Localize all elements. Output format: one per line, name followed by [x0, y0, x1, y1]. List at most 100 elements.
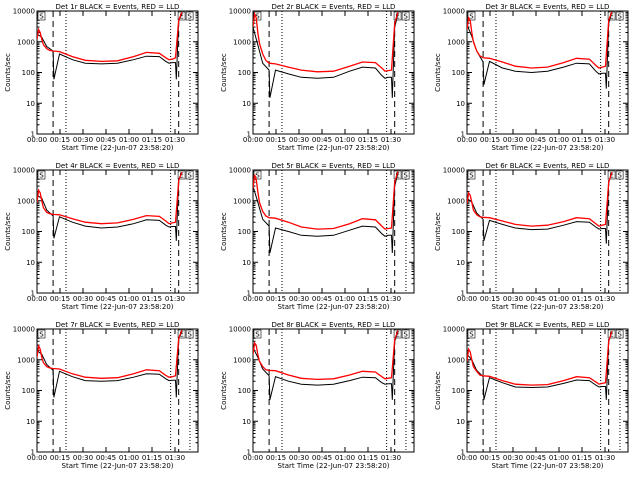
x-tick-label: 00:45 [96, 295, 116, 303]
marker-label: S [255, 13, 260, 21]
plot-frame [466, 10, 629, 135]
y-tick-label: 10000 [443, 8, 465, 16]
y-tick-label: 1000 [447, 38, 465, 46]
marker-box [467, 11, 476, 21]
marker-box [177, 170, 186, 180]
marker-box [615, 170, 624, 180]
x-tick-label: 01:00 [119, 454, 139, 462]
chart-panel: Det 1r BLACK = Events, RED = LLD 1 10 100 10… [4, 3, 199, 152]
y-tick-label: 10 [242, 100, 251, 108]
y-tick-label: 10 [242, 418, 251, 426]
marker-label: E [609, 331, 613, 339]
x-tick-label: 00:15 [480, 454, 500, 462]
chart-title: Det 9r BLACK = Events, RED = LLD [486, 321, 610, 329]
y-tick-label: 10000 [13, 326, 35, 334]
x-tick-label: 01:15 [572, 136, 592, 144]
marker-box [185, 11, 194, 21]
marker-box [615, 11, 624, 21]
y-axis-label: Counts/sec [220, 371, 228, 410]
marker-box [37, 11, 46, 21]
chart-title: Det 8r BLACK = Events, RED = LLD [272, 321, 396, 329]
y-tick-label: 10 [242, 259, 251, 267]
marker-label: S [187, 331, 192, 339]
series-events-line [467, 172, 613, 244]
y-tick-label: 100 [452, 69, 465, 77]
marker-label: S [255, 172, 260, 180]
x-tick-label: 00:00 [457, 136, 477, 144]
series-lld-line [253, 11, 399, 73]
x-axis-label: Start Time (22-Jun-07 23:58:20) [492, 303, 604, 311]
y-tick-label: 100 [452, 228, 465, 236]
chart-panel: Det 2r BLACK = Events, RED = LLD 1 10 100 10… [220, 3, 415, 152]
x-tick-label: 00:45 [96, 454, 116, 462]
x-tick-label: 01:00 [549, 136, 569, 144]
x-tick-label: 01:30 [381, 136, 401, 144]
series-lld-line [253, 330, 399, 381]
marker-box [253, 329, 262, 339]
marker-label: E [179, 331, 183, 339]
marker-label: E [609, 13, 613, 21]
y-axis-label: Counts/sec [220, 53, 228, 92]
chart-title: Det 2r BLACK = Events, RED = LLD [272, 3, 396, 11]
x-tick-label: 00:00 [27, 454, 47, 462]
y-tick-label: 1 [461, 449, 465, 457]
x-tick-label: 00:45 [312, 136, 332, 144]
y-tick-label: 100 [238, 69, 251, 77]
plot-frame [466, 328, 629, 453]
x-tick-label: 01:30 [165, 136, 185, 144]
x-tick-label: 00:30 [503, 136, 523, 144]
chart-panel: Det 8r BLACK = Events, RED = LLD 1 10 100 10… [220, 321, 415, 470]
y-tick-label: 1 [31, 131, 35, 139]
x-tick-label: 01:30 [595, 295, 615, 303]
x-axis-label: Start Time (22-Jun-07 23:58:20) [62, 303, 174, 311]
x-tick-label: 01:30 [165, 454, 185, 462]
x-tick-label: 01:00 [549, 295, 569, 303]
plot-frame [466, 169, 629, 294]
x-axis-label: Start Time (22-Jun-07 23:58:20) [492, 462, 604, 470]
x-tick-label: 00:45 [312, 454, 332, 462]
chart-panel: Det 7r BLACK = Events, RED = LLD 1 10 100 10… [4, 321, 199, 470]
marker-box [615, 329, 624, 339]
marker-label: S [187, 13, 192, 21]
y-tick-label: 1 [247, 449, 251, 457]
marker-box [37, 170, 46, 180]
marker-label: S [617, 331, 622, 339]
x-tick-label: 00:45 [526, 454, 546, 462]
plot-frame [252, 169, 415, 294]
x-tick-label: 00:15 [480, 136, 500, 144]
x-tick-label: 00:30 [289, 295, 309, 303]
y-tick-label: 100 [238, 228, 251, 236]
series-lld-line [37, 330, 183, 379]
x-tick-label: 00:00 [243, 295, 263, 303]
y-tick-label: 1 [247, 131, 251, 139]
x-tick-label: 01:00 [119, 295, 139, 303]
series-lld-line [37, 171, 183, 225]
marker-label: S [469, 331, 474, 339]
x-tick-label: 00:30 [289, 454, 309, 462]
x-tick-label: 00:30 [289, 136, 309, 144]
y-tick-label: 1000 [233, 38, 251, 46]
marker-label: S [469, 13, 474, 21]
x-tick-label: 01:30 [381, 295, 401, 303]
x-tick-label: 00:00 [27, 295, 47, 303]
x-axis-label: Start Time (22-Jun-07 23:58:20) [278, 144, 390, 152]
marker-label: S [39, 13, 44, 21]
y-tick-label: 1 [247, 290, 251, 298]
marker-box [185, 329, 194, 339]
chart-panel: Det 6r BLACK = Events, RED = LLD 1 10 100 10… [434, 162, 629, 311]
y-tick-label: 1000 [233, 197, 251, 205]
marker-label: S [403, 13, 408, 21]
chart-title: Det 1r BLACK = Events, RED = LLD [56, 3, 180, 11]
series-events-line [467, 12, 613, 89]
y-axis-label: Counts/sec [434, 53, 442, 92]
y-axis-label: Counts/sec [434, 212, 442, 251]
x-tick-label: 01:30 [595, 136, 615, 144]
x-tick-label: 00:45 [312, 295, 332, 303]
marker-label: S [617, 13, 622, 21]
marker-label: S [39, 172, 44, 180]
x-axis-label: Start Time (22-Jun-07 23:58:20) [62, 144, 174, 152]
y-tick-label: 100 [22, 228, 35, 236]
y-axis-label: Counts/sec [220, 212, 228, 251]
x-tick-label: 01:30 [165, 295, 185, 303]
